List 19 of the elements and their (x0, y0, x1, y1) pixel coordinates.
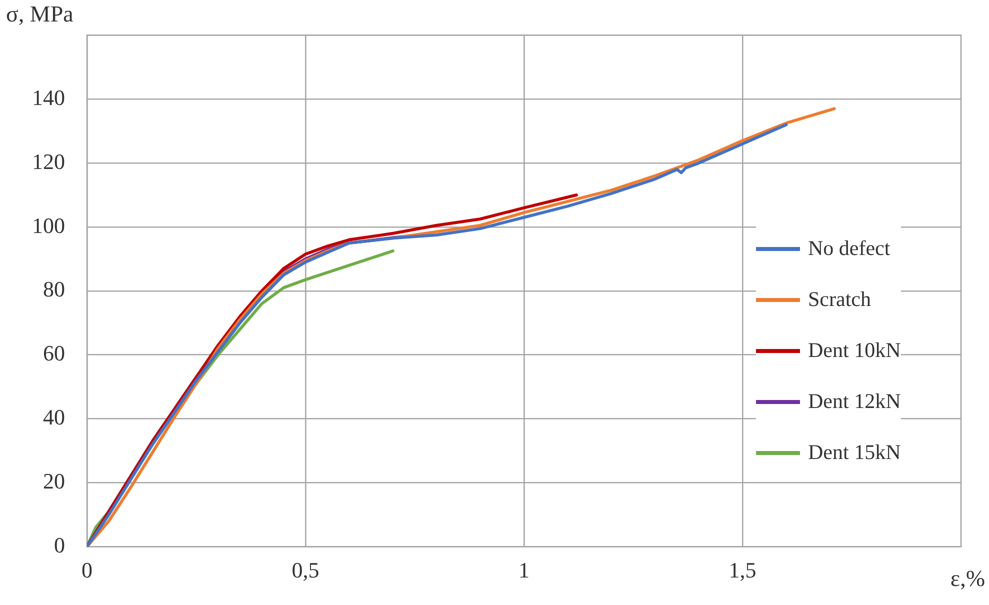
x-axis-title: ε,% (950, 566, 985, 592)
y-axis-title: σ, MPa (6, 2, 74, 27)
y-tick-label: 0 (54, 532, 65, 558)
x-tick-label: 1 (518, 558, 530, 583)
legend-label: Dent 12kN (808, 389, 901, 414)
legend-label: Dent 10kN (808, 338, 901, 364)
y-tick-label: 100 (32, 212, 65, 238)
y-tick-label: 80 (43, 276, 65, 302)
y-tick-label: 140 (32, 84, 65, 110)
legend-label: No defect (808, 236, 890, 262)
y-tick-label: 60 (43, 340, 65, 366)
x-tick-label: 1,5 (728, 558, 756, 583)
y-tick-label: 120 (32, 148, 65, 174)
y-tick-label: 40 (43, 404, 65, 430)
x-tick-label: 0 (82, 558, 92, 583)
x-tick-label: 0,5 (292, 558, 320, 583)
legend-label: Dent 15kN (808, 440, 901, 466)
y-tick-label: 20 (43, 468, 65, 494)
legend-label: Scratch (808, 287, 871, 312)
